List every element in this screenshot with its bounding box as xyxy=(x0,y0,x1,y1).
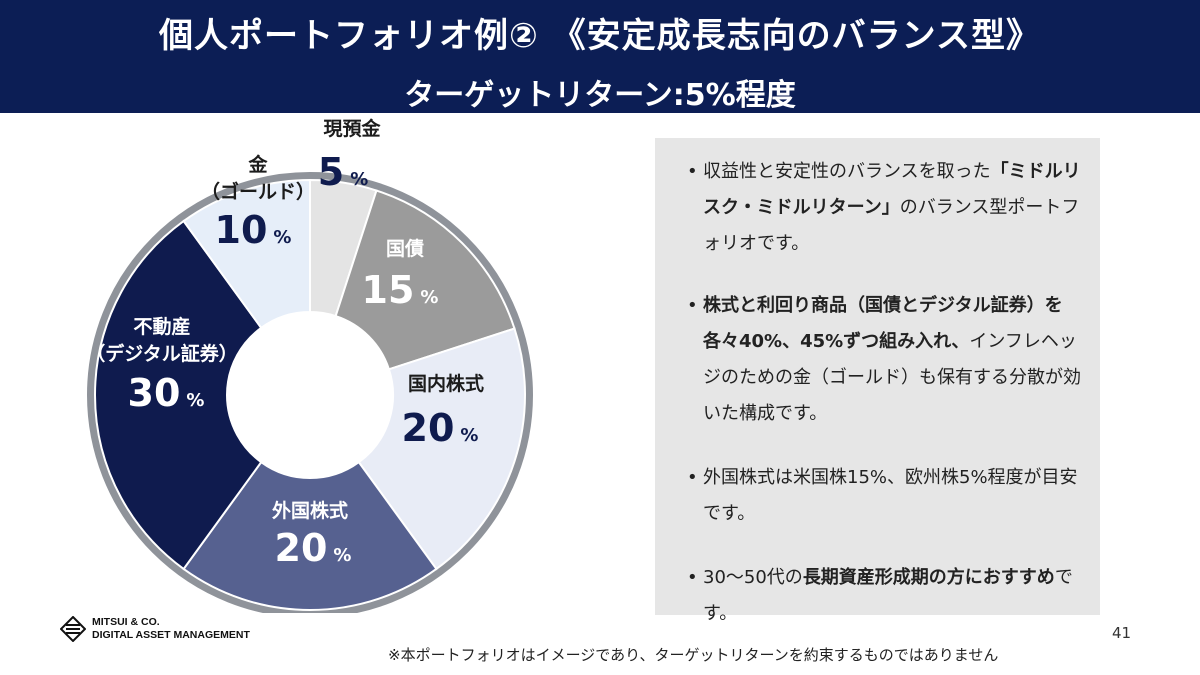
portfolio-donut-chart: 現預金 5 % 国債 15 % 国内株式 20 % 外国株式 20 % 不動産（デジタル証券） 30 % 金（… xyxy=(86,117,533,613)
slice-label: 不動産（デジタル証券） xyxy=(86,315,238,365)
pie-slice xyxy=(357,327,526,571)
company-logo: MITSUI & CO. DIGITAL ASSET MANAGEMENT xyxy=(60,614,260,644)
mitsui-logo-icon xyxy=(60,616,86,642)
pie-slice xyxy=(182,460,438,611)
slice-label: 金（ゴールド） xyxy=(201,153,315,203)
slice-label: 現預金 xyxy=(323,117,381,140)
slice-value-label: 20% xyxy=(402,406,479,450)
bullet-target-audience: • 30〜50代の長期資産形成期の方におすすめです。 xyxy=(687,567,1073,624)
pie-slice xyxy=(334,189,516,371)
page-subtitle: ターゲットリターン:5%程度 xyxy=(404,78,796,113)
pie-slice xyxy=(93,219,263,571)
disclaimer-footnote: ※本ポートフォリオはイメージであり、ターゲットリターンを約束するものではありませ… xyxy=(388,646,999,664)
slice-label: 国内株式 xyxy=(408,372,484,395)
chart-outer-ring xyxy=(87,172,533,613)
pie-slice xyxy=(182,178,311,330)
bullet-foreign-stocks: • 外国株式は米国株15%、欧州株5%程度が目安です。 xyxy=(687,467,1078,524)
slice-value-label: 30% xyxy=(128,371,205,415)
slice-label: 国債 xyxy=(386,237,424,260)
slice-value-label: 10% xyxy=(215,208,292,252)
description-panel: • 収益性と安定性のバランスを取った「ミドルリスク・ミドルリターン」のバランス型… xyxy=(655,138,1100,624)
slice-value-label: 5% xyxy=(318,150,369,194)
slice-value-label: 20% xyxy=(275,526,352,570)
bullet-balance-type: • 収益性と安定性のバランスを取った「ミドルリスク・ミドルリターン」のバランス型… xyxy=(687,161,1081,254)
slice-label: 外国株式 xyxy=(272,499,348,522)
slice-value-label: 15% xyxy=(362,268,439,312)
header-bar: 個人ポートフォリオ例② 《安定成長志向のバランス型》 ターゲットリターン:5%程… xyxy=(0,0,1200,113)
bullet-allocation: • 株式と利回り商品（国債とデジタル証券）を各々40%、45%ずつ組み入れ、イン… xyxy=(687,295,1081,424)
page-title: 個人ポートフォリオ例② 《安定成長志向のバランス型》 xyxy=(159,16,1041,56)
logo-text: MITSUI & CO. DIGITAL ASSET MANAGEMENT xyxy=(92,616,250,641)
page-number: 41 xyxy=(1112,624,1132,642)
